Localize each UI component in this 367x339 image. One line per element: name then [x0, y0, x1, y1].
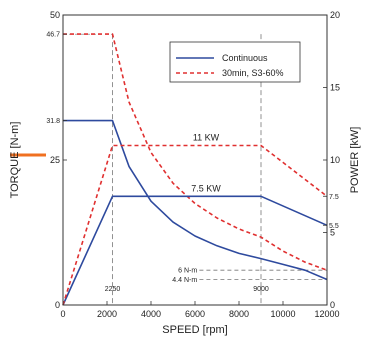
speed-guide-label: 9000	[253, 286, 269, 293]
annotations: 11 KW 7.5 KW 6 N-m 4.4 N-m 2250 9000	[105, 133, 269, 294]
series-line-torque-s3	[63, 33, 328, 271]
power-label: 7.5 KW	[191, 183, 221, 193]
series-line-power-s3	[62, 144, 328, 306]
power-label: 11 KW	[193, 133, 220, 143]
x-tick-label: 10000	[270, 309, 295, 319]
series-line-power-continuous	[62, 195, 328, 306]
x-tick-label: 6000	[185, 309, 205, 319]
y-tick-label: 25	[50, 155, 60, 165]
y2-tick-label: 10	[330, 155, 340, 165]
torque-guide-label: 4.4 N-m	[172, 277, 197, 284]
y-special-tick-label: 31.8	[46, 118, 60, 125]
y2-tick-label: 5	[330, 228, 335, 238]
y2-special-tick-label: 7.5	[329, 194, 339, 201]
legend-box	[169, 41, 301, 83]
tick-labels: 0 2000 4000 6000 8000 10000 120000255031.846.7…	[46, 10, 340, 319]
x-tick-label: 8000	[229, 309, 249, 319]
speed-guide-label: 2250	[105, 286, 121, 293]
data-series	[62, 33, 328, 306]
axis-ticks	[62, 14, 328, 306]
series-line-torque-continuous	[63, 119, 328, 281]
legend-label-s3: 30min, S3-60%	[222, 68, 284, 78]
y2-tick-label: 0	[330, 300, 335, 310]
x-tick-label: 2000	[97, 309, 117, 319]
y2-tick-label: 15	[330, 83, 340, 93]
y-tick-label: 0	[55, 300, 60, 310]
x-tick-label: 0	[60, 309, 65, 319]
torque-guide-label: 6 N-m	[178, 268, 197, 275]
x-axis-title: SPEED [rpm]	[162, 324, 227, 336]
y2-special-tick-label: 5.5	[329, 223, 339, 230]
x-tick-label: 12000	[314, 309, 339, 319]
x-tick-label: 4000	[141, 309, 161, 319]
y-axis-title: TORQUE [N-m]	[9, 122, 21, 199]
y2-tick-label: 20	[330, 10, 340, 20]
legend: Continuous 30min, S3-60%	[169, 41, 301, 83]
y2-axis-title: POWER [kW]	[349, 127, 361, 194]
legend-label-continuous: Continuous	[222, 53, 268, 63]
y-special-tick-label: 46.7	[46, 32, 60, 39]
y-tick-label: 50	[50, 10, 60, 20]
